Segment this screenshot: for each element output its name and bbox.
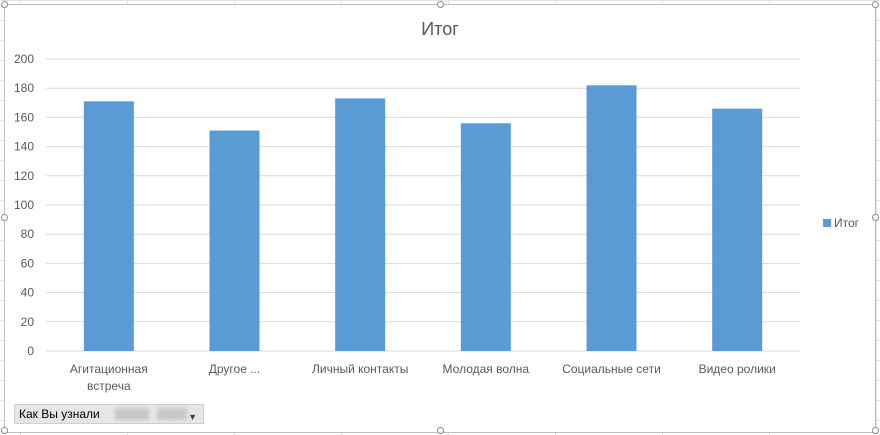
- y-tick-label: 180: [14, 81, 34, 95]
- redacted-text: [115, 408, 149, 420]
- bar[interactable]: [586, 85, 637, 351]
- pivot-field-label: Как Вы узнали: [19, 407, 100, 421]
- y-tick-label: 160: [14, 110, 34, 124]
- y-tick-label: 60: [21, 256, 35, 270]
- bars: [83, 85, 763, 352]
- resize-handle-top-middle[interactable]: [437, 1, 444, 8]
- legend-swatch: [823, 219, 831, 227]
- y-tick-label: 120: [14, 169, 34, 183]
- y-tick-label: 100: [14, 198, 34, 212]
- y-axis-ticks: 0 20 40 60 80 100 120 140 160 180 200: [14, 52, 34, 358]
- x-tick-label: Социальные сети: [562, 362, 661, 376]
- resize-handle-bottom-left[interactable]: [1, 427, 8, 434]
- y-tick-label: 140: [14, 140, 34, 154]
- gridlines: [46, 58, 800, 352]
- resize-handle-top-left[interactable]: [1, 1, 8, 8]
- x-tick-label: встреча: [87, 379, 131, 393]
- x-tick-label: Молодая волна: [443, 362, 530, 376]
- resize-handle-bottom-middle[interactable]: [437, 427, 444, 434]
- bar[interactable]: [83, 101, 134, 351]
- y-tick-label: 80: [21, 227, 35, 241]
- y-tick-label: 0: [27, 344, 34, 358]
- resize-handle-middle-left[interactable]: [1, 214, 8, 221]
- pivot-field-button[interactable]: Как Вы узнали ▼: [14, 404, 204, 424]
- y-tick-label: 20: [21, 315, 35, 329]
- y-tick-label: 40: [21, 286, 35, 300]
- x-axis-labels: Агитационная встреча Другое ... Личный конт…: [70, 362, 776, 393]
- bar[interactable]: [209, 130, 260, 351]
- resize-handle-bottom-right[interactable]: [872, 427, 879, 434]
- bar[interactable]: [335, 98, 386, 351]
- legend: Итог: [823, 216, 860, 230]
- resize-handle-top-right[interactable]: [872, 1, 879, 8]
- x-tick-label: Видео ролики: [699, 362, 776, 376]
- x-tick-label: Личный контакты: [312, 362, 408, 376]
- resize-handle-middle-right[interactable]: [872, 214, 879, 221]
- chart-title: Итог: [421, 19, 459, 39]
- dropdown-arrow-icon[interactable]: ▼: [188, 412, 197, 422]
- legend-label: Итог: [834, 216, 860, 230]
- y-tick-label: 200: [14, 52, 34, 66]
- x-tick-label: Агитационная: [70, 362, 148, 376]
- x-tick-label: Другое ...: [209, 362, 260, 376]
- bar[interactable]: [460, 123, 511, 352]
- redacted-text: [157, 408, 187, 420]
- bar[interactable]: [712, 108, 763, 351]
